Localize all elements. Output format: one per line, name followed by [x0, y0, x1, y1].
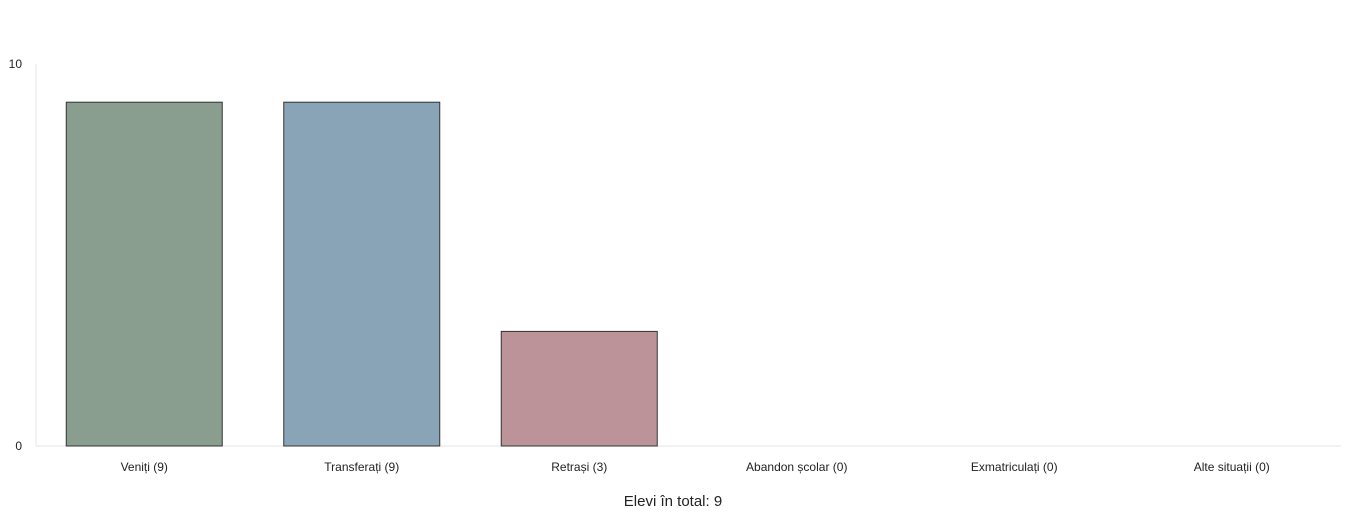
category-label: Exmatriculați (0) — [971, 460, 1058, 474]
category-label: Veniți (9) — [121, 460, 168, 474]
category-label: Alte situații (0) — [1194, 460, 1270, 474]
bar — [500, 330, 658, 447]
x-axis-title: Elevi în total: 9 — [624, 493, 722, 510]
category-label: Transferați (9) — [324, 460, 399, 474]
y-tick-label: 0 — [15, 439, 22, 453]
category-label: Abandon școlar (0) — [746, 460, 847, 474]
bar — [65, 101, 223, 447]
y-tick-label: 10 — [9, 57, 23, 71]
y-tick-labels: 0 10 — [9, 57, 23, 453]
bar — [283, 101, 441, 447]
category-label: Retrași (3) — [551, 460, 607, 474]
bars — [65, 101, 658, 447]
chart-axes — [35, 64, 1341, 447]
category-labels: Veniți (9) Transferați (9) Retrași (3) Aban… — [121, 460, 1270, 474]
